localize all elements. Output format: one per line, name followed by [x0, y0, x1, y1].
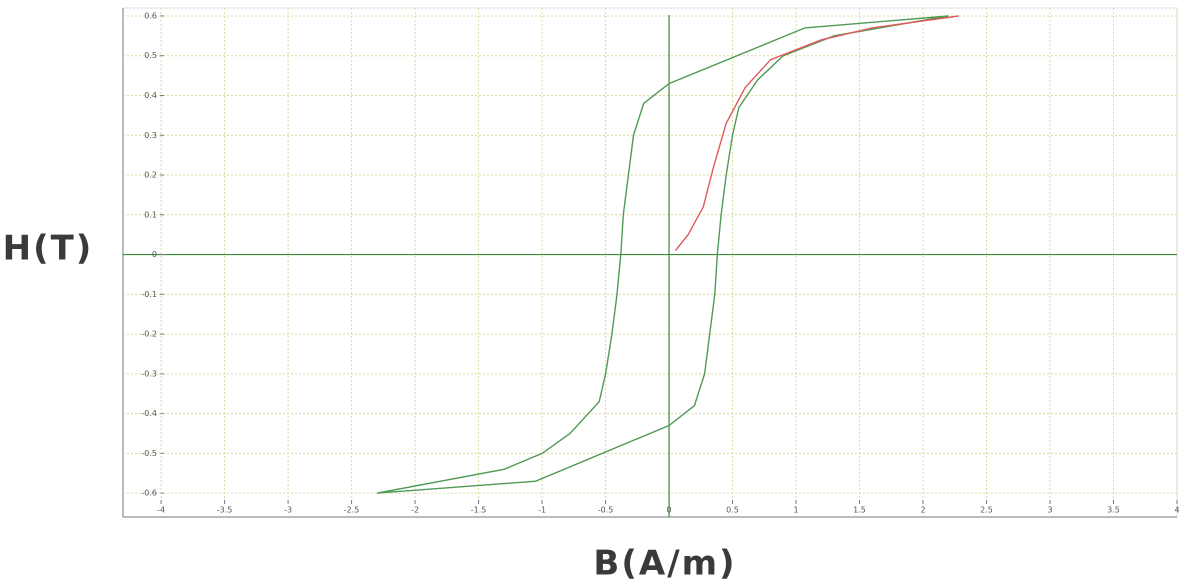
y-tick-label: 0.2	[144, 171, 157, 180]
y-tick-label: 0.1	[144, 210, 157, 219]
y-tick-label: -0.4	[141, 409, 157, 418]
x-tick-label: 4	[1174, 506, 1179, 515]
data-line	[376, 15, 949, 494]
x-tick-label: -4	[157, 506, 165, 515]
y-tick-label: 0.5	[144, 51, 157, 60]
x-tick-label: -1	[538, 506, 546, 515]
x-tick-label: 2	[920, 506, 925, 515]
y-axis-title: H(T)	[3, 229, 94, 269]
x-tick-label: 3	[1047, 506, 1052, 515]
x-tick-label: -2	[411, 506, 419, 515]
y-tick-label: -0.5	[141, 449, 157, 458]
x-tick-label: 2.5	[980, 506, 993, 515]
x-tick-label: 0.5	[726, 506, 739, 515]
data-line	[674, 15, 959, 252]
x-tick-label: 1.5	[853, 506, 866, 515]
x-tick-label: 0	[667, 506, 672, 515]
plot-frame	[122, 7, 1178, 518]
y-tick-label: -0.1	[141, 290, 157, 299]
x-tick-label: -3	[284, 506, 292, 515]
y-tick-label: -0.3	[141, 369, 157, 378]
y-tick-label: 0.4	[144, 91, 157, 100]
x-tick-label: -1.5	[471, 506, 487, 515]
y-tick-label: -0.6	[141, 489, 157, 498]
x-axis-title: B(A/m)	[593, 544, 736, 584]
x-tick-label: -0.5	[598, 506, 614, 515]
x-tick-label: -2.5	[344, 506, 360, 515]
x-tick-label: 1	[793, 506, 798, 515]
y-tick-label: 0.6	[144, 11, 157, 20]
x-tick-label: -3.5	[217, 506, 233, 515]
y-tick-label: -0.2	[141, 330, 157, 339]
x-tick-label: 3.5	[1107, 506, 1120, 515]
y-tick-label: 0.3	[144, 131, 157, 140]
y-tick-label: 0	[152, 250, 157, 259]
